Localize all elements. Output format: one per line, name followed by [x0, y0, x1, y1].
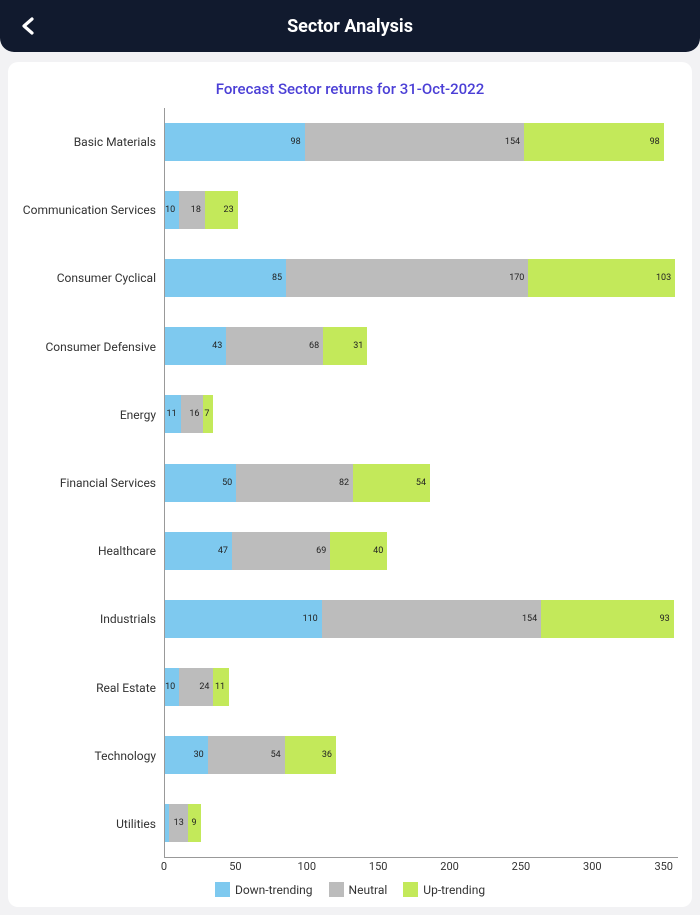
bar-segment-up: 23 [205, 191, 238, 229]
page-title: Sector Analysis [0, 16, 700, 37]
stacked-bar: 436831 [165, 327, 678, 365]
stacked-bar: 3139 [165, 804, 678, 842]
stacked-bar: 9815498 [165, 123, 678, 161]
category-label: Communication Services [22, 176, 164, 244]
bar-segment-down: 85 [165, 259, 286, 297]
stacked-bar: 476940 [165, 532, 678, 570]
bar-row: 11167 [165, 380, 678, 448]
legend-swatch [329, 882, 344, 897]
bar-segment-neutral: 24 [179, 668, 213, 706]
category-label: Utilities [22, 790, 164, 858]
stacked-bar: 101823 [165, 191, 678, 229]
bar-segment-up: 93 [541, 600, 674, 638]
bar-segment-down: 10 [165, 668, 179, 706]
category-label: Basic Materials [22, 108, 164, 176]
x-tick-label: 300 [583, 860, 602, 873]
bar-row: 436831 [165, 312, 678, 380]
bar-row: 3139 [165, 789, 678, 857]
bar-segment-down: 47 [165, 532, 232, 570]
legend-item-up: Up-trending [403, 882, 485, 897]
bar-row: 102411 [165, 653, 678, 721]
stacked-bar: 102411 [165, 668, 678, 706]
category-label: Real Estate [22, 654, 164, 722]
bar-segment-up: 36 [285, 736, 336, 774]
bar-row: 101823 [165, 176, 678, 244]
x-tick-label: 150 [369, 860, 388, 873]
bar-segment-neutral: 170 [286, 259, 528, 297]
bar-segment-neutral: 54 [208, 736, 285, 774]
category-label: Consumer Defensive [22, 313, 164, 381]
chart-area: Basic MaterialsCommunication ServicesCon… [22, 108, 678, 897]
x-tick-label: 350 [654, 860, 673, 873]
bar-segment-down: 11 [165, 395, 181, 433]
x-tick-label: 250 [512, 860, 531, 873]
bar-row: 85170103 [165, 244, 678, 312]
bar-segment-down: 43 [165, 327, 226, 365]
legend-label: Up-trending [423, 883, 485, 897]
bar-row: 476940 [165, 517, 678, 585]
bar-segment-up: 98 [524, 123, 664, 161]
bar-segment-down: 110 [165, 600, 322, 638]
bar-segment-neutral: 18 [179, 191, 205, 229]
legend-item-neutral: Neutral [329, 882, 388, 897]
category-label: Healthcare [22, 517, 164, 585]
legend-swatch [215, 882, 230, 897]
x-tick-label: 200 [440, 860, 459, 873]
x-tick-label: 100 [297, 860, 316, 873]
bar-row: 508254 [165, 448, 678, 516]
x-axis-spacer [22, 860, 164, 878]
bar-segment-up: 9 [188, 804, 201, 842]
bar-segment-down: 30 [165, 736, 208, 774]
legend-swatch [403, 882, 418, 897]
x-tick-label: 50 [229, 860, 241, 873]
category-label: Consumer Cyclical [22, 244, 164, 312]
bar-segment-neutral: 69 [232, 532, 330, 570]
category-label: Technology [22, 722, 164, 790]
chart-title: Forecast Sector returns for 31-Oct-2022 [22, 80, 678, 98]
bar-segment-neutral: 82 [236, 464, 353, 502]
bar-row: 11015493 [165, 585, 678, 653]
category-label: Industrials [22, 585, 164, 653]
bar-row: 305436 [165, 721, 678, 789]
bar-segment-neutral: 16 [181, 395, 204, 433]
x-tick-label: 0 [161, 860, 167, 873]
chevron-left-icon [20, 17, 36, 35]
category-label: Energy [22, 381, 164, 449]
bar-segment-up: 103 [528, 259, 675, 297]
app-header: Sector Analysis [0, 0, 700, 52]
bar-segment-neutral: 154 [322, 600, 541, 638]
bar-segment-down: 50 [165, 464, 236, 502]
legend-label: Neutral [349, 883, 388, 897]
bar-segment-up: 54 [353, 464, 430, 502]
bar-segment-neutral: 154 [305, 123, 524, 161]
x-axis: 0 50 100 150 200 250 300 350 [22, 860, 678, 878]
chart-legend: Down-trending Neutral Up-trending [22, 882, 678, 897]
bar-segment-neutral: 13 [169, 804, 188, 842]
bar-segment-down: 98 [165, 123, 305, 161]
chart-card: Forecast Sector returns for 31-Oct-2022 … [8, 62, 692, 907]
stacked-bar: 508254 [165, 464, 678, 502]
bar-segment-up: 31 [323, 327, 367, 365]
chart-plot: Basic MaterialsCommunication ServicesCon… [22, 108, 678, 858]
bar-segment-up: 7 [203, 395, 213, 433]
stacked-bar: 11015493 [165, 600, 678, 638]
bar-segment-neutral: 68 [226, 327, 323, 365]
stacked-bar: 11167 [165, 395, 678, 433]
bar-segment-up: 11 [213, 668, 229, 706]
legend-item-down: Down-trending [215, 882, 313, 897]
back-button[interactable] [14, 12, 42, 40]
bar-segment-down: 10 [165, 191, 179, 229]
stacked-bar: 305436 [165, 736, 678, 774]
bar-row: 9815498 [165, 108, 678, 176]
category-label: Financial Services [22, 449, 164, 517]
y-axis-labels: Basic MaterialsCommunication ServicesCon… [22, 108, 164, 858]
stacked-bar: 85170103 [165, 259, 678, 297]
legend-label: Down-trending [235, 883, 313, 897]
bar-segment-up: 40 [330, 532, 387, 570]
app-root: Sector Analysis Forecast Sector returns … [0, 0, 700, 915]
bars-container: 9815498101823851701034368311116750825447… [164, 108, 678, 858]
x-axis-ticks: 0 50 100 150 200 250 300 350 [164, 860, 678, 878]
